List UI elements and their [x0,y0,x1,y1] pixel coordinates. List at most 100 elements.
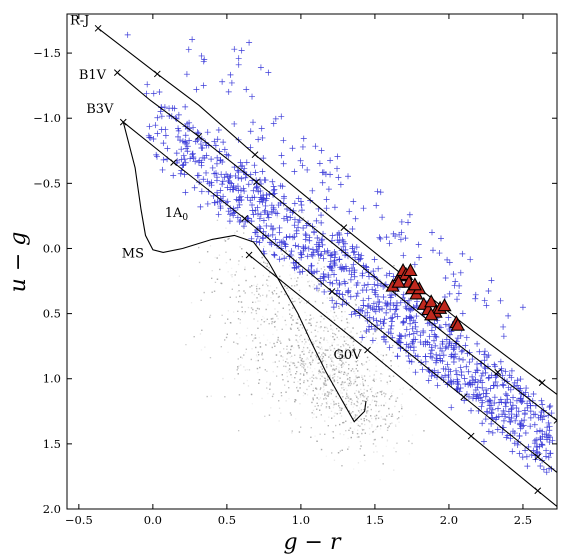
background-point [321,277,323,279]
background-point [350,403,353,406]
background-point [345,361,347,363]
background-point [382,455,384,457]
background-point [322,360,324,362]
background-point [294,364,296,367]
background-point [356,419,358,421]
background-point [392,375,395,377]
background-point [385,402,387,404]
background-point [312,399,314,401]
background-point [279,275,281,278]
background-point [325,406,328,408]
background-point [350,370,352,372]
background-point [248,369,251,371]
background-point [368,420,370,422]
background-point [237,310,239,312]
background-point [331,296,333,298]
background-point [383,392,385,394]
background-point [338,371,340,373]
background-point [323,339,325,341]
background-point [316,388,318,390]
background-point [357,409,359,411]
background-point [300,334,302,336]
background-point [356,332,358,335]
background-point [295,322,298,324]
background-point [333,319,336,321]
background-point [376,395,378,398]
background-point [310,331,313,333]
background-point [359,393,361,396]
background-point [323,339,325,341]
background-point [323,398,325,400]
background-point [376,329,378,331]
background-point [266,318,268,320]
background-point [324,326,326,329]
background-point [360,331,362,333]
background-point [259,295,261,297]
background-point [326,403,328,405]
background-point [335,395,337,398]
background-point [390,396,392,398]
background-point [224,339,226,341]
background-point [340,304,343,306]
background-point [317,405,319,407]
background-point [390,360,392,362]
background-point [331,296,333,298]
background-point [256,367,259,370]
background-point [385,354,388,356]
background-point [373,439,375,441]
background-point [216,278,219,280]
background-point [369,404,371,406]
background-point [319,321,322,323]
background-point [390,415,393,417]
background-point [340,409,342,411]
background-point [356,433,359,435]
background-point [277,339,279,341]
background-point [326,391,329,393]
background-point [256,290,258,292]
background-point [266,262,268,265]
background-point [296,385,298,388]
background-point [313,413,315,415]
background-point [352,411,354,413]
background-point [349,379,351,381]
background-point [261,256,263,259]
background-point [327,395,329,397]
background-point [332,431,334,433]
background-point [291,297,293,300]
background-point [386,381,388,383]
background-point [340,352,342,354]
background-point [244,292,246,294]
background-point [356,433,359,435]
background-point [257,371,259,374]
background-point [234,274,236,276]
background-point [318,369,320,371]
background-point [298,316,300,318]
background-point [327,330,329,332]
background-point [317,280,319,283]
background-point [335,334,337,336]
background-point [209,357,212,359]
background-point [296,387,298,389]
background-point [278,360,280,362]
background-point [239,319,241,321]
background-point [356,384,358,386]
background-point [278,302,280,304]
background-point [347,397,349,399]
background-point [380,404,382,407]
background-point [296,371,298,373]
background-point [304,343,306,345]
background-point [241,311,243,313]
background-point [375,417,377,420]
background-point [278,360,280,362]
background-point [331,452,333,454]
background-point [293,362,295,364]
background-point [342,362,344,364]
background-point [229,258,231,261]
background-point [328,406,330,408]
background-point [299,324,302,326]
background-point [329,297,331,299]
background-point [381,267,383,269]
background-point [276,341,278,343]
background-point [324,377,326,379]
background-point [280,392,282,394]
